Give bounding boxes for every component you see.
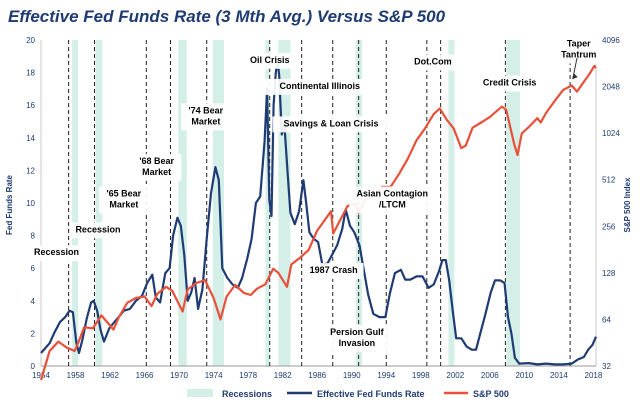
x-tick-label-1966: 1966 xyxy=(136,371,154,380)
y-left-tick-label-16: 16 xyxy=(26,101,35,110)
legend-label-sp500: S&P 500 xyxy=(473,389,509,399)
annotation-box-bear-65 xyxy=(99,186,149,214)
annotation-label-asian-contagion-1: /LTCM xyxy=(379,199,406,209)
annotation-label-bear-68-1: Market xyxy=(142,167,171,177)
annotation-box-gulf-invasion xyxy=(321,325,393,353)
y-right-tick-label-64: 64 xyxy=(602,315,611,324)
y-left-tick-label-0: 0 xyxy=(31,362,36,371)
annotation-label-gulf-invasion-0: Persion Gulf xyxy=(330,327,385,337)
x-tick-label-2002: 2002 xyxy=(446,371,464,380)
y-right-tick-label-128: 128 xyxy=(602,269,616,278)
y-left-tick-label-6: 6 xyxy=(31,264,36,273)
annotation-label-recession-2-0: Recession xyxy=(75,224,120,234)
y-right-tick-label-4096: 4096 xyxy=(602,36,620,45)
annotation-box-asian-contagion xyxy=(349,186,436,214)
y-left-tick-label-8: 8 xyxy=(31,232,36,241)
annotation-box-oil-crisis xyxy=(239,52,300,69)
annotation-box-bear-74 xyxy=(181,103,231,131)
annotation-box-continental-illinois xyxy=(263,78,376,95)
annotation-box-crash-1987 xyxy=(303,263,364,280)
legend-swatch-recessions xyxy=(187,389,213,397)
recession-band-1 xyxy=(95,40,103,366)
y-right-tick-label-32: 32 xyxy=(602,362,611,371)
recession-band-7 xyxy=(448,40,455,366)
y-axis-left-title: Fed Funds Rate xyxy=(5,174,14,235)
annotation-label-taper-tantrum-0: Taper xyxy=(567,39,591,49)
annotation-label-recession-1-0: Recession xyxy=(34,247,79,257)
x-tick-label-1978: 1978 xyxy=(239,371,257,380)
y-left-tick-label-14: 14 xyxy=(26,134,35,143)
plot-area: 1954 1958 1962 1966 1970 1974 1978 1982 1986 1990… xyxy=(26,36,620,381)
x-tick-label-2010: 2010 xyxy=(515,371,533,380)
legend-label-fed-funds: Effective Fed Funds Rate xyxy=(317,389,425,399)
annotation-label-continental-illinois-0: Continental Illinois xyxy=(280,81,361,91)
chart-title: Effective Fed Funds Rate (3 Mth Avg.) Ve… xyxy=(8,7,446,26)
annotation-label-gulf-invasion-1: Invasion xyxy=(339,338,376,348)
annotation-box-dotcom xyxy=(410,54,456,71)
x-tick-label-1998: 1998 xyxy=(412,371,430,380)
annotation-box-recession-2 xyxy=(70,222,126,239)
x-tick-label-1974: 1974 xyxy=(205,371,223,380)
annotation-label-bear-65-0: '65 Bear xyxy=(107,188,142,198)
annotation-label-crash-1987-0: 1987 Crash xyxy=(310,265,358,275)
x-tick-label-1970: 1970 xyxy=(170,371,188,380)
recession-band-0 xyxy=(72,40,79,366)
x-tick-label-1990: 1990 xyxy=(343,371,361,380)
x-tick-label-2018: 2018 xyxy=(585,371,603,380)
x-tick-label-1962: 1962 xyxy=(101,371,119,380)
annotation-box-bear-68 xyxy=(131,153,182,181)
x-tick-label-1958: 1958 xyxy=(67,371,85,380)
annotation-label-oil-crisis-0: Oil Crisis xyxy=(250,55,290,65)
annotation-box-credit-crisis xyxy=(471,75,548,92)
y-axis-right-title: S&P 500 Index xyxy=(623,177,632,233)
annotation-box-taper-tantrum xyxy=(556,36,601,64)
annotation-box-savings-loan xyxy=(272,116,390,133)
y-right-tick-label-256: 256 xyxy=(602,222,616,231)
annotation-label-bear-74-0: '74 Bear xyxy=(189,105,224,115)
y-right-tick-label-512: 512 xyxy=(602,176,616,185)
y-left-tick-label-4: 4 xyxy=(31,297,36,306)
recession-band-4 xyxy=(265,40,270,366)
y-left-tick-label-2: 2 xyxy=(31,329,36,338)
legend: Recessions Effective Fed Funds Rate S&P … xyxy=(187,389,509,399)
x-tick-label-1994: 1994 xyxy=(377,371,395,380)
y-left-tick-label-20: 20 xyxy=(26,36,35,45)
y-left-tick-label-18: 18 xyxy=(26,69,35,78)
x-tick-label-1986: 1986 xyxy=(308,371,326,380)
annotation-label-bear-65-1: Market xyxy=(109,199,138,209)
x-tick-label-2006: 2006 xyxy=(481,371,499,380)
x-tick-label-1982: 1982 xyxy=(274,371,292,380)
taper-tantrum-arrowhead xyxy=(572,73,578,80)
annotation-label-bear-68-0: '68 Bear xyxy=(139,156,174,166)
annotation-label-taper-tantrum-1: Tantrum xyxy=(561,50,596,60)
y-left-tick-label-12: 12 xyxy=(26,166,35,175)
recession-band-3 xyxy=(212,40,224,366)
series-line-sp500 xyxy=(39,64,597,381)
y-left-tick-label-10: 10 xyxy=(26,199,35,208)
annotation-box-recession-1 xyxy=(29,245,84,262)
x-tick-label-2014: 2014 xyxy=(550,371,568,380)
y-right-tick-label-2048: 2048 xyxy=(602,83,620,92)
annotation-label-asian-contagion-0: Asian Contagion xyxy=(357,188,429,198)
legend-label-recessions: Recessions xyxy=(222,389,272,399)
annotation-label-credit-crisis-0: Credit Crisis xyxy=(483,78,537,88)
annotation-label-savings-loan-0: Savings & Loan Crisis xyxy=(283,118,378,128)
annotation-label-bear-74-1: Market xyxy=(191,116,220,126)
series-line-fed-funds xyxy=(40,58,598,366)
recession-band-2 xyxy=(178,40,187,366)
annotation-label-dotcom-0: Dot.Com xyxy=(414,56,452,66)
y-right-tick-label-1024: 1024 xyxy=(602,129,620,138)
